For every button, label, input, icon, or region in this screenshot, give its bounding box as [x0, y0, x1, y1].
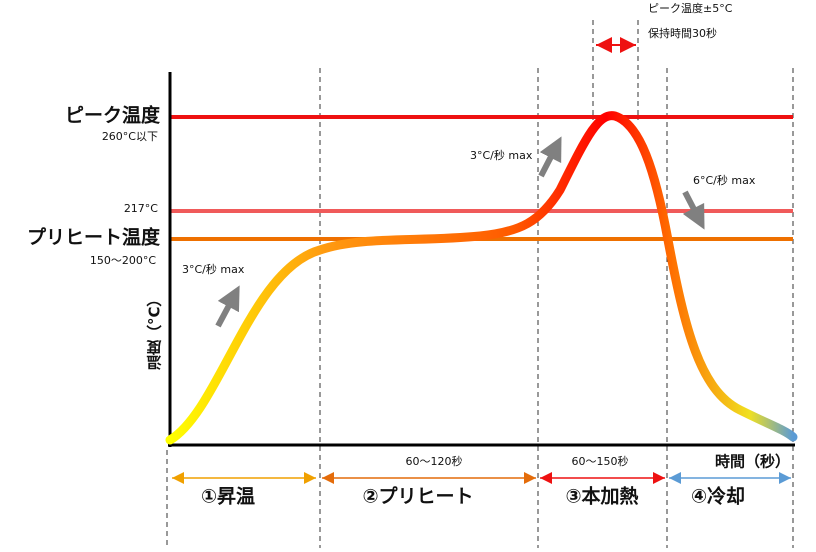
preheat-label: プリヒート温度 — [27, 226, 161, 249]
phase-label: ②プリヒート — [362, 485, 473, 508]
dashed-guides — [166, 20, 794, 548]
phase-label: ③本加熱 — [565, 485, 638, 508]
phase-duration: 60～150秒 — [572, 454, 629, 468]
phase-label: ①昇温 — [201, 486, 255, 508]
preheat-sub: 150～200°C — [90, 254, 156, 267]
y-axis-label: 温度（°C） — [146, 291, 164, 370]
rate-label: 6°C/秒 max — [693, 173, 756, 187]
phase-duration: 60～120秒 — [406, 454, 463, 468]
peak-sub: 260°C以下 — [102, 130, 158, 143]
rate-arrows — [215, 136, 705, 328]
peak-label: ピーク温度 — [65, 104, 161, 127]
x-axis-label: 時間（秒） — [715, 453, 790, 471]
profile-curve — [165, 111, 798, 445]
rate-label: 3°C/秒 max — [182, 262, 245, 276]
hold-temp: ピーク温度±5°C — [648, 1, 733, 15]
label-217: 217°C — [124, 202, 158, 215]
phase-label: ④冷却 — [691, 485, 745, 508]
rate-label: 3°C/秒 max — [470, 148, 533, 162]
hold-time: 保持時間30秒 — [648, 26, 717, 40]
